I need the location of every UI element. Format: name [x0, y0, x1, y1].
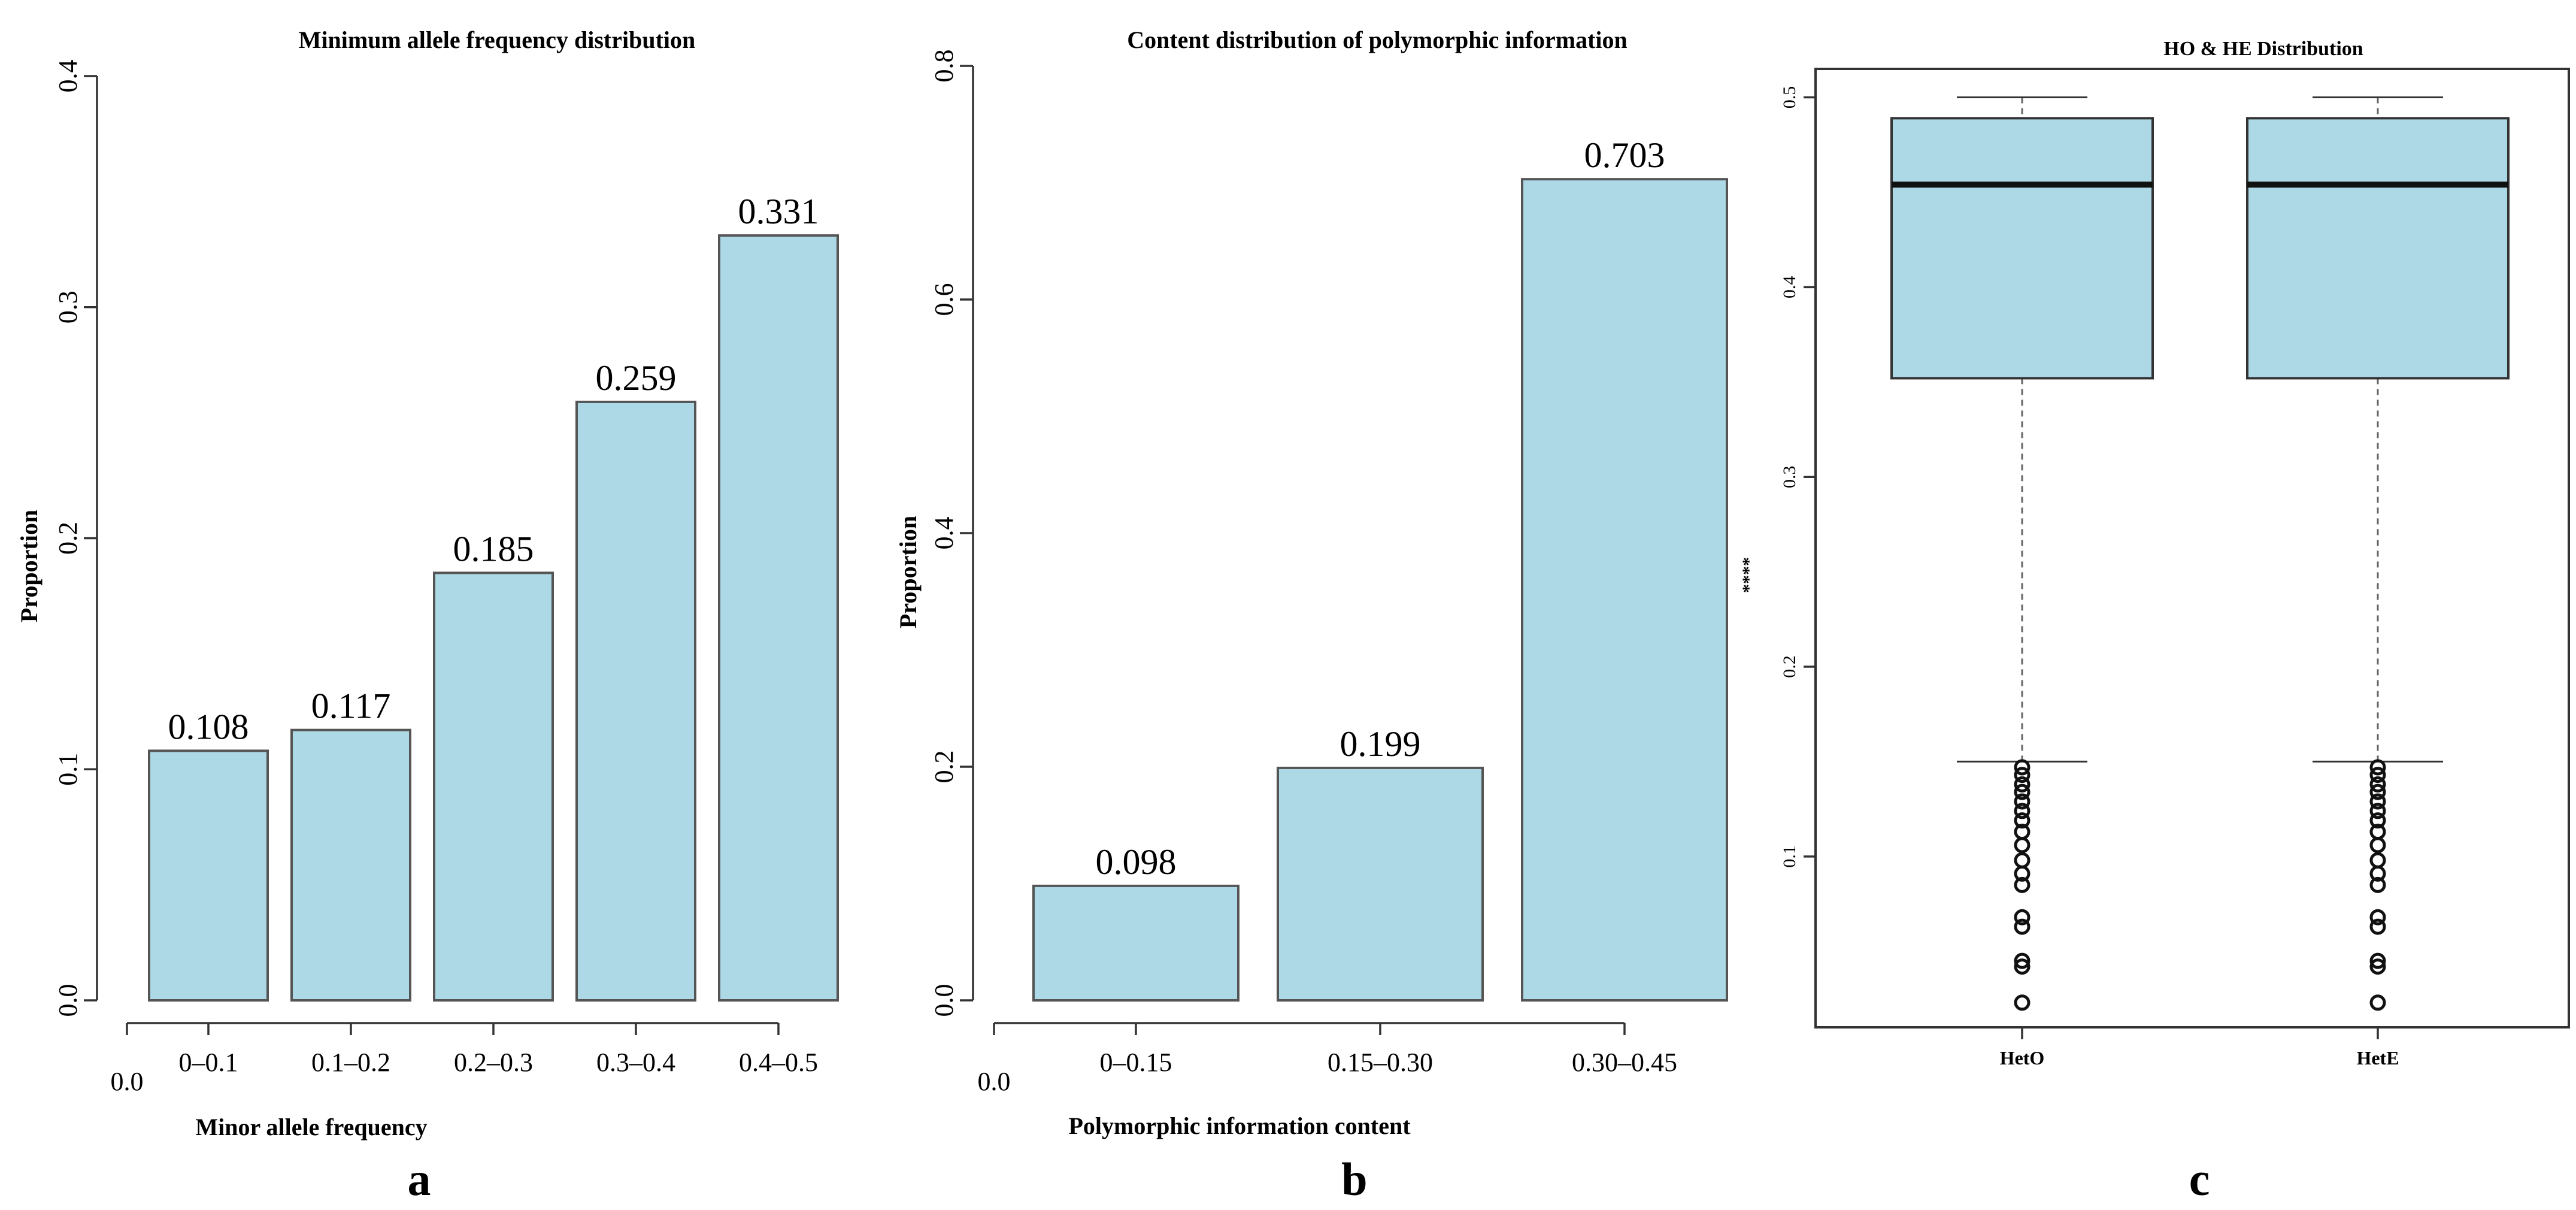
- a-x-tick-label: 0–0.1: [179, 1048, 238, 1077]
- panel-c-y-axis-label: ****: [1739, 557, 1759, 593]
- c-outlier-point: [2014, 852, 2031, 869]
- c-outlier-point: [2369, 865, 2386, 882]
- b-bar-value-label: 0.703: [1584, 135, 1665, 175]
- a-y-tick-label: 0.1: [53, 753, 83, 786]
- a-bar-value-label: 0.117: [311, 686, 391, 726]
- a-bar-value-label: 0.331: [738, 192, 819, 231]
- c-outlier-point: [2369, 852, 2386, 869]
- b-y-tick-label: 0.0: [929, 984, 959, 1017]
- b-bar-value-label: 0.098: [1096, 842, 1177, 882]
- c-outlier-point: [2014, 837, 2031, 854]
- c-y-tick-label: 0.4: [1780, 276, 1799, 299]
- b-y-tick-label: 0.4: [929, 517, 959, 550]
- panel-a-x-axis-label: Minor allele frequency: [195, 1114, 427, 1141]
- c-outlier-point: [2369, 994, 2386, 1011]
- panel-a-x-origin-label: 0.0: [111, 1067, 144, 1096]
- c-outlier-point: [2014, 803, 2031, 819]
- a-bar-value-label: 0.185: [453, 529, 534, 568]
- c-outlier-point: [2369, 837, 2386, 854]
- a-bar-value-label: 0.108: [168, 707, 249, 746]
- a-bar-value-label: 0.259: [596, 358, 677, 398]
- c-outlier-point: [2014, 793, 2031, 810]
- c-outlier-point: [2369, 776, 2386, 792]
- a-bar: [290, 728, 411, 1002]
- b-x-tick-label: 0–0.15: [1100, 1048, 1172, 1077]
- c-outlier-point: [2369, 767, 2386, 784]
- c-outlier-point: [2369, 952, 2386, 969]
- c-outlier-point: [2014, 767, 2031, 784]
- c-outlier-point: [2369, 876, 2386, 893]
- c-y-tick-label: 0.3: [1780, 465, 1799, 488]
- b-bar: [1521, 178, 1728, 1002]
- c-outlier-point: [2014, 776, 2031, 792]
- c-outlier-point: [2014, 958, 2031, 975]
- a-bar: [433, 571, 554, 1002]
- b-y-tick-label: 0.8: [929, 50, 959, 83]
- c-outlier-point: [2369, 812, 2386, 829]
- panel-b-x-origin-label: 0.0: [978, 1067, 1011, 1096]
- a-y-tick-label: 0.2: [53, 522, 83, 555]
- c-outlier-point: [2369, 909, 2386, 925]
- panel-c-letter: c: [2189, 1153, 2210, 1205]
- a-bar: [148, 749, 269, 1002]
- a-y-tick-label: 0.3: [53, 291, 83, 323]
- panel-a-letter: a: [408, 1153, 431, 1205]
- c-outlier-point: [2014, 909, 2031, 925]
- panel-c-title: HO & HE Distribution: [2163, 38, 2363, 60]
- panel-a-title: Minimum allele frequency distribution: [299, 26, 696, 53]
- a-y-tick-label: 0.0: [53, 984, 83, 1017]
- a-bar: [718, 234, 839, 1002]
- b-x-tick-label: 0.15–0.30: [1328, 1048, 1433, 1077]
- c-outlier-point: [2014, 784, 2031, 800]
- panel-b-x-axis-label: Polymorphic information content: [1068, 1112, 1411, 1139]
- c-outlier-point: [2369, 793, 2386, 810]
- b-y-tick-label: 0.6: [929, 283, 959, 316]
- b-x-tick-label: 0.30–0.45: [1572, 1048, 1677, 1077]
- c-y-tick-label: 0.2: [1780, 655, 1799, 678]
- c-outlier-point: [2014, 865, 2031, 882]
- panel-b-bar-chart: Content distribution of polymorphic info…: [895, 26, 1728, 1205]
- c-outlier-point: [2014, 952, 2031, 969]
- c-y-tick-label: 0.5: [1780, 86, 1799, 109]
- c-x-tick-label: HetE: [2356, 1047, 2399, 1069]
- c-outlier-point: [2014, 812, 2031, 829]
- c-outlier-point: [2014, 918, 2031, 935]
- c-outlier-point: [2369, 918, 2386, 935]
- c-y-tick-label: 0.1: [1780, 845, 1799, 868]
- c-outlier-point: [2369, 784, 2386, 800]
- c-outlier-point: [2014, 759, 2031, 776]
- c-outlier-point: [2014, 876, 2031, 893]
- a-bar: [575, 400, 696, 1002]
- c-box: [1890, 117, 2154, 380]
- a-x-tick-label: 0.2–0.3: [454, 1048, 533, 1077]
- b-y-tick-label: 0.2: [929, 751, 959, 784]
- b-bar: [1277, 766, 1484, 1002]
- a-x-tick-label: 0.4–0.5: [739, 1048, 818, 1077]
- panel-a-bar-chart: Minimum allele frequency distribution Pr…: [16, 26, 839, 1205]
- b-bar: [1032, 884, 1239, 1002]
- c-outlier-point: [2369, 759, 2386, 776]
- panel-c-box-plot: HO & HE Distribution **** 0.1 0.2 0.3 0.4 0.…: [1739, 38, 2570, 1205]
- panel-b-letter: b: [1341, 1153, 1367, 1205]
- panel-b-title: Content distribution of polymorphic info…: [1127, 26, 1628, 53]
- c-outlier-point: [2369, 958, 2386, 975]
- b-bar-value-label: 0.199: [1340, 724, 1421, 764]
- c-box: [2246, 117, 2510, 380]
- panel-a-y-axis-label: Proportion: [16, 510, 43, 622]
- c-outlier-point: [2014, 994, 2031, 1011]
- c-x-tick-label: HetO: [2000, 1047, 2045, 1069]
- c-outlier-point: [2369, 803, 2386, 819]
- panel-b-y-axis-label: Proportion: [895, 516, 922, 628]
- a-y-tick-label: 0.4: [53, 60, 83, 93]
- a-x-tick-label: 0.1–0.2: [311, 1048, 390, 1077]
- a-x-tick-label: 0.3–0.4: [596, 1048, 675, 1077]
